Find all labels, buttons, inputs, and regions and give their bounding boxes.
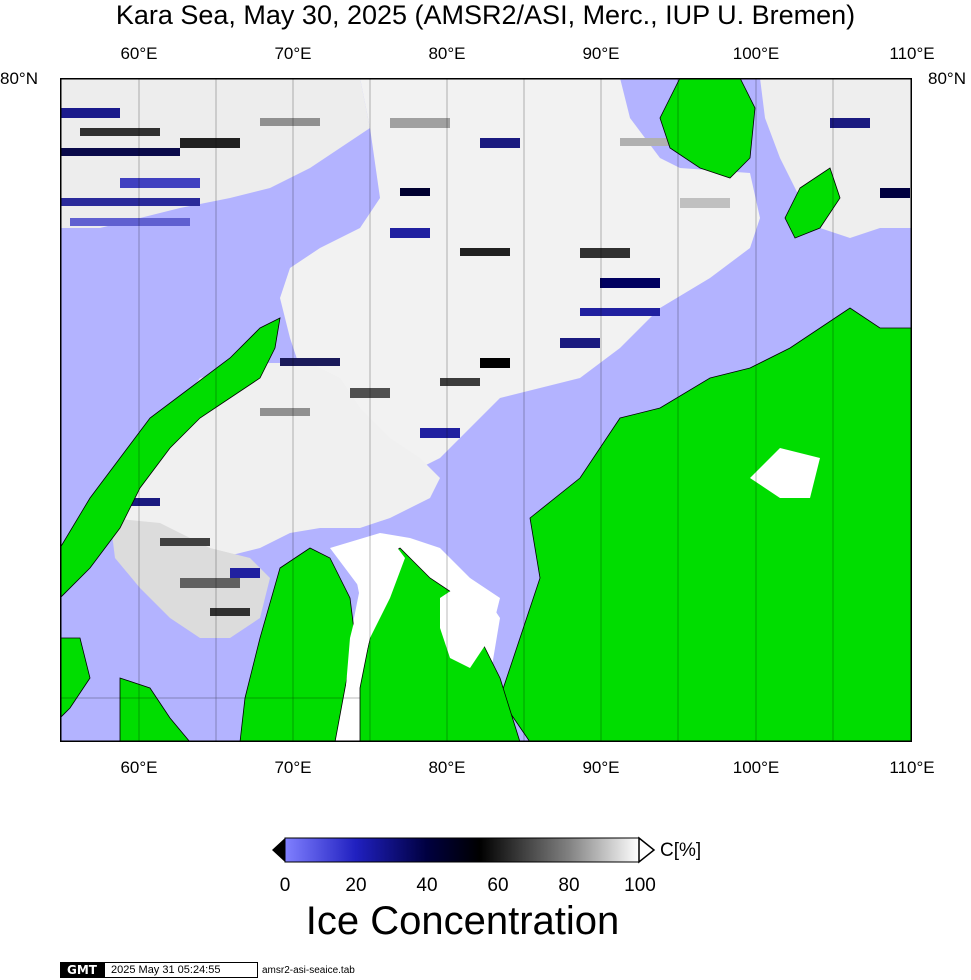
land-taymyr-mainland	[499, 307, 912, 742]
gmt-logo: GMT	[60, 962, 104, 978]
ice-concentration-texture	[60, 108, 910, 616]
colorbar-title: Ice Concentration	[305, 899, 620, 943]
land-yamal	[239, 547, 356, 742]
colorbar-tick-20: 20	[345, 875, 367, 896]
lon-label-bottom-70: 70°E	[274, 758, 312, 777]
land-severnaya-zemlya-2	[784, 167, 841, 239]
colorbar-gradient	[284, 837, 640, 863]
lat-label-left-80: 80°N	[0, 69, 38, 88]
map-frame	[60, 78, 912, 742]
lon-label-top-80: 80°E	[428, 44, 466, 63]
lon-label-bottom-110: 110°E	[889, 758, 935, 777]
estuaries	[345, 448, 820, 698]
lon-label-top-60: 60°E	[120, 44, 158, 63]
colorbar-tick-60: 60	[487, 875, 509, 896]
lon-label-bottom-100: 100°E	[732, 758, 780, 777]
ob-estuary	[345, 538, 405, 698]
graticule	[60, 78, 834, 742]
colorbar-tick-80: 80	[558, 875, 580, 896]
land-gydan	[359, 547, 521, 742]
lon-label-bottom-80: 80°E	[428, 758, 466, 777]
land	[60, 78, 912, 742]
colorbar	[270, 836, 660, 864]
lat-label-right-80: 80°N	[928, 69, 966, 88]
lon-label-top-90: 90°E	[582, 44, 620, 63]
colorbar-tick-100: 100	[624, 875, 656, 896]
gmt-filename: amsr2-asi-seaice.tab	[262, 965, 355, 976]
gulf-cutout	[440, 578, 500, 668]
lon-label-bottom-90: 90°E	[582, 758, 620, 777]
map-svg	[60, 78, 912, 742]
colorbar-unit: C[%]	[660, 840, 702, 861]
taymyr-inlet	[750, 448, 820, 498]
lon-label-top-110: 110°E	[889, 44, 935, 63]
colorbar-tick-0: 0	[279, 875, 291, 896]
colorbar-right-triangle	[638, 836, 656, 864]
land-severnaya-zemlya-1	[659, 78, 756, 179]
colorbar-tick-40: 40	[416, 875, 438, 896]
land-bottom-left	[119, 677, 191, 742]
sea-ice-map	[60, 78, 912, 742]
colorbar-left-triangle	[272, 838, 285, 862]
map-title: Kara Sea, May 30, 2025 (AMSR2/ASI, Merc.…	[115, 0, 856, 30]
lon-label-bottom-60: 60°E	[120, 758, 158, 777]
gmt-timestamp: 2025 May 31 05:24:55	[104, 962, 258, 978]
land-novaya-zemlya	[60, 317, 281, 599]
lon-label-top-70: 70°E	[274, 44, 312, 63]
lon-label-top-100: 100°E	[732, 44, 780, 63]
